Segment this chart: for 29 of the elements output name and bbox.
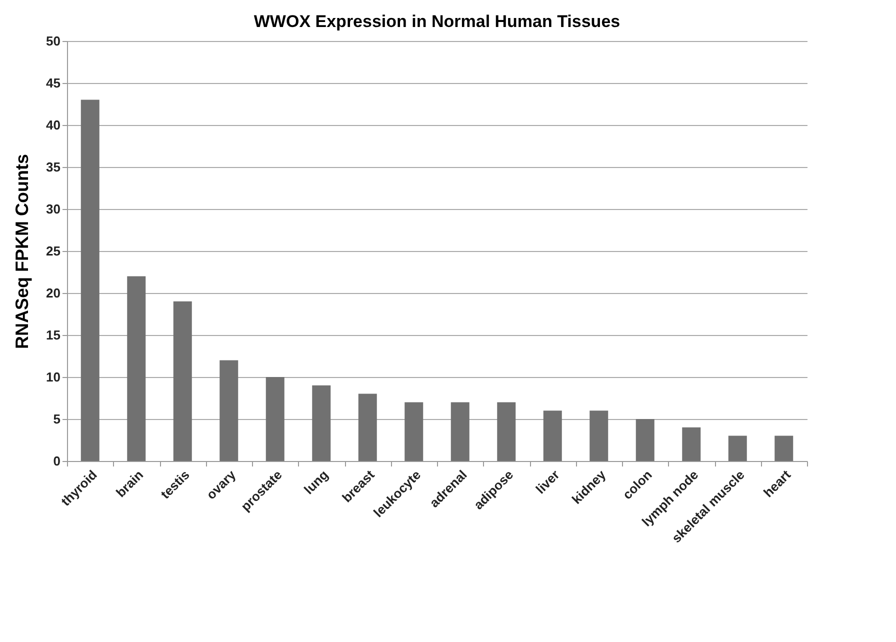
bar	[450, 402, 470, 461]
y-tick-label: 20	[46, 286, 60, 300]
bar	[497, 402, 516, 461]
bar	[404, 402, 424, 461]
y-tick-label: 10	[46, 370, 60, 384]
bar	[127, 276, 146, 461]
y-tick-label: 25	[46, 244, 60, 258]
bar	[728, 436, 747, 461]
bar	[220, 360, 238, 461]
y-tick-label: 5	[53, 412, 60, 426]
y-axis-title: RNASeq FPKM Counts	[12, 154, 32, 349]
bar	[774, 436, 794, 461]
y-tick-label: 50	[46, 34, 60, 48]
y-tick-label: 40	[46, 118, 60, 132]
bar	[636, 419, 654, 461]
bar	[682, 427, 701, 461]
y-tick-label: 35	[46, 160, 60, 174]
y-tick-label: 45	[46, 76, 60, 90]
bar	[80, 100, 100, 461]
chart-title: WWOX Expression in Normal Human Tissues	[254, 12, 620, 31]
bar	[266, 377, 284, 461]
bar	[543, 410, 562, 461]
y-tick-label: 15	[46, 328, 60, 342]
bar	[358, 394, 377, 461]
bar	[173, 301, 192, 461]
bar	[312, 385, 331, 461]
bar	[590, 410, 608, 461]
y-tick-label: 0	[53, 454, 60, 468]
y-tick-label: 30	[46, 202, 60, 216]
